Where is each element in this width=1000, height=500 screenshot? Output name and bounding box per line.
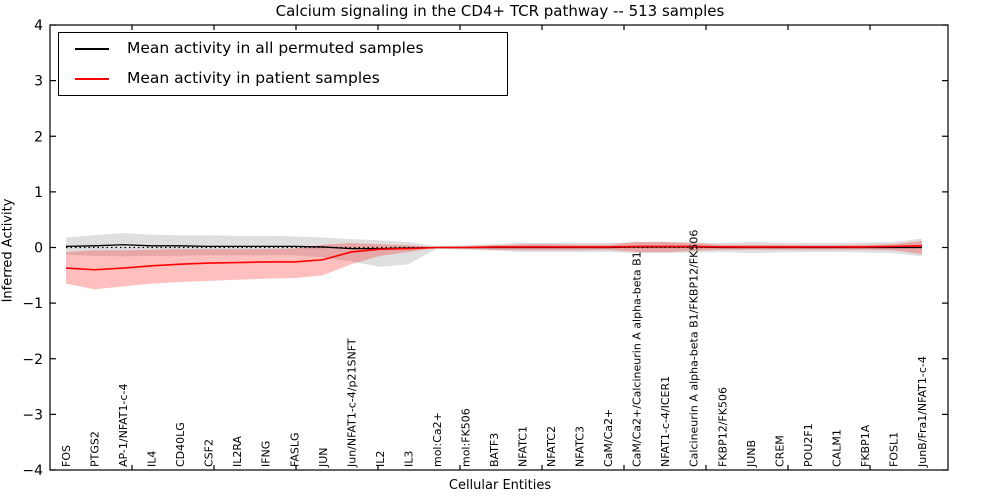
x-category-label: Calcineurin A alpha-beta B1/FKBP12/FK506 (688, 230, 701, 467)
y-tick-label: −1 (22, 296, 43, 312)
y-tick-label: 2 (34, 129, 43, 145)
x-category-label: PTGS2 (89, 431, 102, 467)
patient-line-swatch (75, 78, 109, 80)
x-category-label: FASLG (288, 433, 301, 467)
chart-title: Calcium signaling in the CD4+ TCR pathwa… (275, 2, 725, 20)
x-category-label: FKBP1A (859, 424, 872, 467)
permuted-std-band (66, 233, 922, 267)
x-category-label: NFATC2 (545, 426, 558, 467)
legend-label-patient: Mean activity in patient samples (127, 69, 380, 88)
x-category-label: CD40LG (174, 422, 187, 467)
patient-std-band (66, 240, 922, 290)
x-category-label: JUN (317, 447, 330, 468)
x-category-label: NFAT1-c-4/ICER1 (659, 376, 672, 467)
x-category-label: IFNG (260, 441, 273, 467)
x-category-label: IL3 (402, 451, 415, 467)
y-tick-label: 4 (34, 18, 43, 34)
legend-item-patient: Mean activity in patient samples (59, 65, 507, 93)
x-category-label: mol:FK506 (459, 408, 472, 467)
x-category-label: FOS (60, 445, 73, 467)
x-category-label: NFATC3 (574, 426, 587, 467)
x-category-label: IL2 (374, 451, 387, 467)
y-tick-label: 3 (34, 74, 43, 90)
x-category-label: CaM/Ca2+/Calcineurin A alpha-beta B1 (631, 251, 644, 467)
legend: Mean activity in all permuted samples Me… (58, 32, 508, 96)
x-category-label: JUNB (745, 440, 758, 468)
x-category-label: NFATC1 (517, 426, 530, 467)
x-category-label: CREM (773, 435, 786, 467)
y-tick-label: 0 (34, 241, 43, 257)
x-category-label: IL4 (146, 451, 159, 467)
y-tick-label: −4 (22, 463, 43, 479)
x-category-label: CSF2 (203, 439, 216, 467)
x-category-label: mol:Ca2+ (431, 412, 444, 467)
y-tick-label: −2 (22, 352, 43, 368)
patient-mean-line (65, 245, 923, 271)
x-category-label: FKBP12/FK506 (716, 387, 729, 467)
y-tick-label: −3 (22, 407, 43, 423)
x-category-label: POU2F1 (802, 423, 815, 467)
x-category-label: AP-1/NFAT1-c-4 (117, 383, 130, 467)
x-category-label: IL2RA (231, 435, 244, 467)
y-tick-label: 1 (34, 185, 43, 201)
permuted-line-swatch (75, 48, 109, 50)
x-category-label: Jun/NFAT1-c-4/p21SNFT (345, 338, 358, 468)
legend-label-permuted: Mean activity in all permuted samples (127, 39, 424, 58)
legend-item-permuted: Mean activity in all permuted samples (59, 35, 507, 63)
x-category-label: CaM/Ca2+ (602, 409, 615, 467)
x-category-label: JunB/Fra1/NFAT1-c-4 (916, 356, 929, 468)
x-category-label: FOSL1 (887, 432, 900, 467)
x-axis-label: Cellular Entities (448, 478, 552, 493)
x-category-label: CALM1 (830, 429, 843, 467)
x-category-label: BATF3 (488, 433, 501, 467)
